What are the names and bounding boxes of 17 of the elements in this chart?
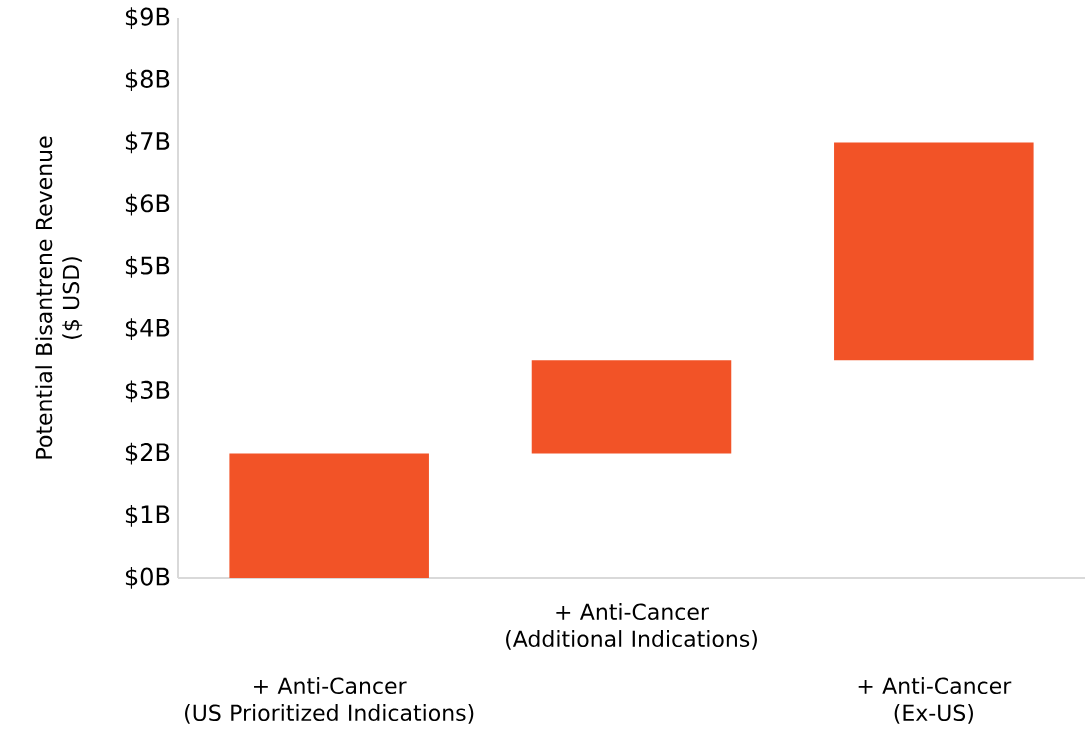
y-tick-label: $5B [125,256,170,278]
x-tick-label: + Anti-Cancer (Additional Indications) [506,603,757,650]
y-tick-label: $1B [125,504,170,527]
y-tick-label: $6B [125,193,170,216]
y-tick-label: $3B [125,380,170,403]
x-tick-label: + Anti-Cancer (Ex-US) [858,677,1012,724]
x-tick-label: + Anti-Cancer (US Prioritized Indications) [185,677,474,724]
y-tick-label: $2B [125,442,170,465]
y-axis-title: Potential Bisantrene Revenue ($ USD) [35,136,83,459]
bar [531,360,732,454]
y-tick-label: $7B [125,131,170,154]
y-tick-label: $8B [125,69,170,92]
bar [229,453,429,578]
y-tick-label: $4B [125,318,170,340]
y-tick-label: $9B [125,7,170,29]
y-tick-label: $0B [125,567,170,589]
bar [834,142,1034,361]
